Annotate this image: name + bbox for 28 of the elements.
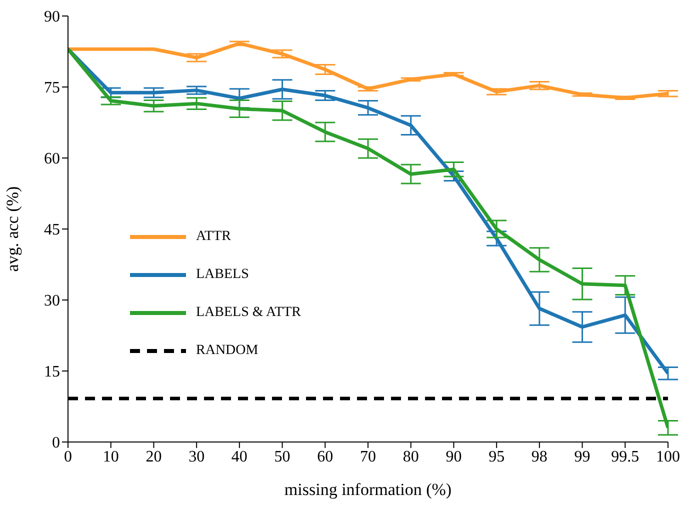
x-tick-label: 90 (446, 448, 462, 466)
legend-label: LABELS (196, 267, 249, 283)
x-axis-title: missing information (%) (284, 480, 452, 499)
x-tick-label: 70 (360, 448, 376, 466)
x-tick-label: 50 (274, 448, 290, 466)
legend-label: LABELS & ATTR (196, 305, 302, 321)
y-tick-label: 60 (44, 150, 60, 168)
x-tick-label: 80 (402, 448, 419, 466)
x-tick-label: 30 (188, 448, 205, 466)
y-tick-label: 0 (52, 434, 60, 452)
y-tick-label: 90 (44, 8, 60, 26)
y-tick-label: 75 (44, 80, 60, 97)
y-tick-label: 15 (44, 364, 60, 381)
x-tick-label: 100 (656, 448, 680, 466)
x-tick-label: 10 (102, 448, 119, 466)
x-tick-label: 99 (574, 448, 590, 466)
legend-label: RANDOM (196, 343, 258, 359)
x-tick-label: 60 (317, 448, 334, 466)
y-axis-title: avg. acc (%) (3, 186, 22, 272)
x-tick-label: 95 (488, 448, 505, 466)
x-tick-label: 0 (64, 448, 72, 466)
x-tick-label: 99.5 (611, 448, 640, 466)
y-tick-label: 45 (44, 222, 60, 239)
legend-label: ATTR (196, 229, 231, 245)
x-tick-label: 20 (146, 448, 162, 466)
x-tick-label: 40 (231, 448, 248, 466)
x-tick-label: 98 (531, 448, 548, 466)
y-tick-label: 30 (44, 292, 60, 310)
